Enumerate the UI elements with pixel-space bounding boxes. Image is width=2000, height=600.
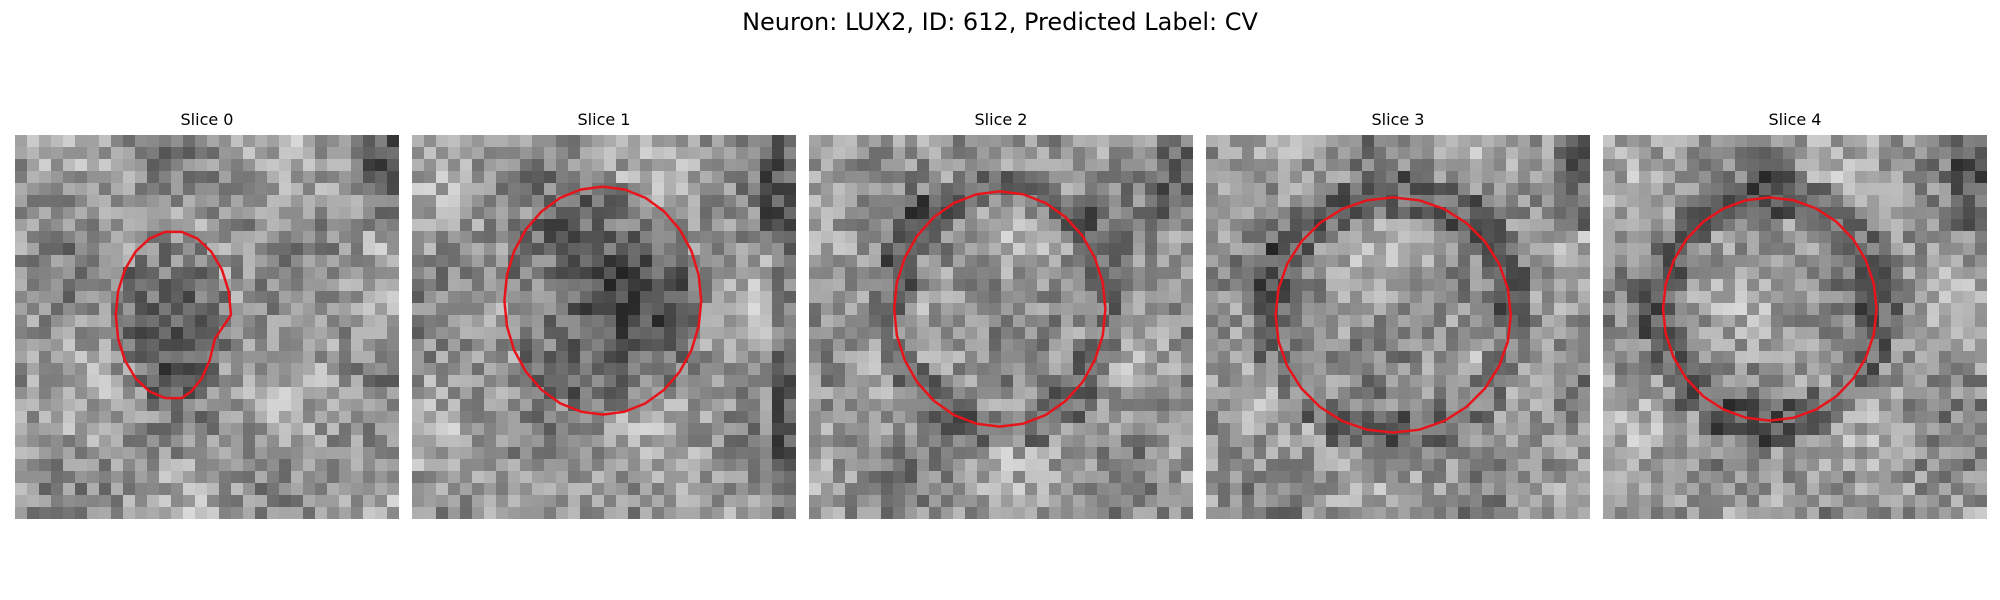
slice-panel-4: Slice 4 — [1603, 109, 1987, 131]
slice-panel-2: Slice 2 — [809, 109, 1193, 131]
slice-image-4 — [1603, 135, 1987, 519]
slice-title: Slice 0 — [15, 109, 399, 131]
slice-title: Slice 3 — [1206, 109, 1590, 131]
pixel-grid — [1603, 135, 1987, 519]
slice-image-0 — [15, 135, 399, 519]
slice-image-2 — [809, 135, 1193, 519]
slice-panel-0: Slice 0 — [15, 109, 399, 131]
pixel-grid — [412, 135, 796, 519]
slice-title: Slice 4 — [1603, 109, 1987, 131]
slice-image-1 — [412, 135, 796, 519]
slice-image-3 — [1206, 135, 1590, 519]
slice-panel-3: Slice 3 — [1206, 109, 1590, 131]
slice-title: Slice 2 — [809, 109, 1193, 131]
figure-title: Neuron: LUX2, ID: 612, Predicted Label: … — [0, 8, 2000, 36]
slice-panel-1: Slice 1 — [412, 109, 796, 131]
pixel-grid — [1206, 135, 1590, 519]
slice-title: Slice 1 — [412, 109, 796, 131]
pixel-grid — [15, 135, 399, 519]
